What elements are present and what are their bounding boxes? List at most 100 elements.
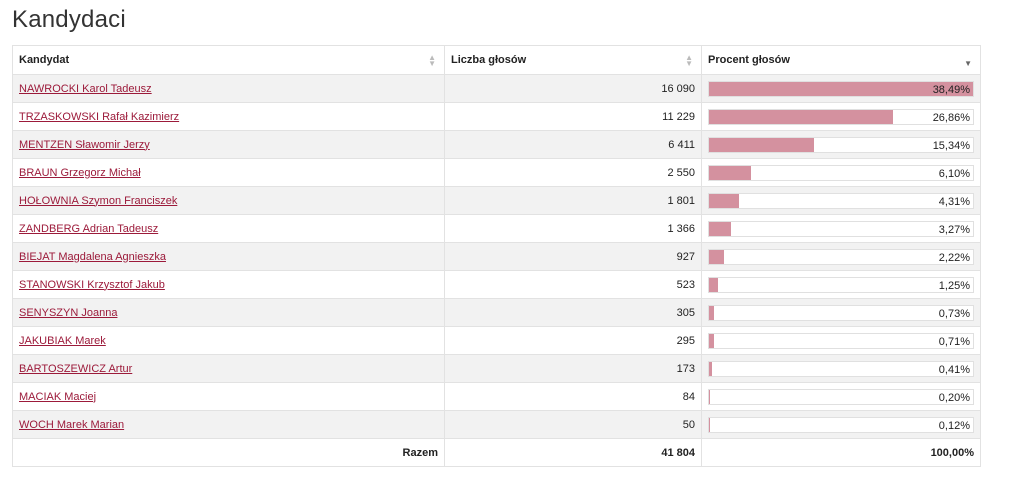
- percent-bar: 0,12%: [708, 416, 974, 433]
- column-header-votes[interactable]: Liczba głosów ▲ ▼: [444, 45, 702, 75]
- percent-bar-fill: [709, 109, 894, 124]
- table-row: BIEJAT Magdalena Agnieszka 927 2,22%: [12, 242, 981, 271]
- candidate-link[interactable]: TRZASKOWSKI Rafał Kazimierz: [19, 110, 180, 123]
- candidate-cell: STANOWSKI Krzysztof Jakub: [12, 270, 445, 299]
- table-row: BARTOSZEWICZ Artur 173 0,41%: [12, 354, 981, 383]
- percent-cell: 4,31%: [701, 186, 981, 215]
- total-votes: 41 804: [444, 438, 702, 467]
- percent-cell: 6,10%: [701, 158, 981, 187]
- percent-bar: 15,34%: [708, 136, 974, 153]
- sort-desc-icon: ▼: [964, 59, 972, 68]
- percent-bar-fill: [709, 137, 815, 152]
- percent-value: 6,10%: [938, 167, 970, 180]
- percent-bar-fill: [709, 221, 732, 236]
- percent-value: 0,71%: [938, 335, 970, 348]
- table-row: STANOWSKI Krzysztof Jakub 523 1,25%: [12, 270, 981, 299]
- votes-cell: 1 801: [444, 186, 702, 215]
- column-header-label: Liczba głosów: [451, 54, 527, 66]
- percent-bar: 4,31%: [708, 192, 974, 209]
- table-row: ZANDBERG Adrian Tadeusz 1 366 3,27%: [12, 214, 981, 243]
- candidate-link[interactable]: MACIAK Maciej: [19, 390, 97, 403]
- candidate-link[interactable]: ZANDBERG Adrian Tadeusz: [19, 222, 159, 235]
- votes-cell: 16 090: [444, 74, 702, 103]
- percent-value: 0,41%: [938, 363, 970, 376]
- percent-value: 2,22%: [938, 251, 970, 264]
- percent-value: 0,20%: [938, 391, 970, 404]
- candidate-cell: HOŁOWNIA Szymon Franciszek: [12, 186, 445, 215]
- percent-bar-fill: [709, 193, 739, 208]
- percent-bar-fill: [709, 165, 751, 180]
- table-footer-row: Razem 41 804 100,00%: [12, 438, 981, 467]
- votes-cell: 1 366: [444, 214, 702, 243]
- table-row: WOCH Marek Marian 50 0,12%: [12, 410, 981, 439]
- sort-arrows-icon: ▲ ▼: [428, 53, 436, 68]
- total-label: Razem: [12, 438, 445, 467]
- votes-cell: 295: [444, 326, 702, 355]
- percent-cell: 3,27%: [701, 214, 981, 243]
- sort-arrows-icon: ▲ ▼: [685, 53, 693, 68]
- percent-value: 0,12%: [938, 419, 970, 432]
- percent-bar-fill: [709, 305, 714, 320]
- percent-cell: 2,22%: [701, 242, 981, 271]
- candidate-link[interactable]: WOCH Marek Marian: [19, 418, 125, 431]
- candidate-link[interactable]: JAKUBIAK Marek: [19, 334, 106, 347]
- table-row: NAWROCKI Karol Tadeusz 16 090 38,49%: [12, 74, 981, 103]
- table-row: JAKUBIAK Marek 295 0,71%: [12, 326, 981, 355]
- candidate-link[interactable]: SENYSZYN Joanna: [19, 306, 118, 319]
- percent-bar: 0,73%: [708, 304, 974, 321]
- total-percent: 100,00%: [701, 438, 981, 467]
- votes-cell: 173: [444, 354, 702, 383]
- votes-cell: 523: [444, 270, 702, 299]
- percent-bar: 0,20%: [708, 388, 974, 405]
- table-row: TRZASKOWSKI Rafał Kazimierz 11 229 26,86%: [12, 102, 981, 131]
- percent-bar-fill: [709, 333, 714, 348]
- percent-bar: 26,86%: [708, 108, 974, 125]
- column-header-percent[interactable]: Procent głosów ▼: [701, 45, 981, 75]
- percent-bar: 2,22%: [708, 248, 974, 265]
- votes-cell: 305: [444, 298, 702, 327]
- column-header-label: Kandydat: [19, 54, 70, 66]
- candidate-link[interactable]: MENTZEN Sławomir Jerzy: [19, 138, 150, 151]
- percent-bar-fill: [709, 361, 712, 376]
- percent-cell: 1,25%: [701, 270, 981, 299]
- candidate-cell: MENTZEN Sławomir Jerzy: [12, 130, 445, 159]
- percent-cell: 0,73%: [701, 298, 981, 327]
- percent-value: 26,86%: [932, 111, 970, 124]
- percent-value: 4,31%: [938, 195, 970, 208]
- percent-value: 1,25%: [938, 279, 970, 292]
- candidate-link[interactable]: NAWROCKI Karol Tadeusz: [19, 82, 152, 95]
- candidate-link[interactable]: HOŁOWNIA Szymon Franciszek: [19, 194, 178, 207]
- column-header-candidate[interactable]: Kandydat ▲ ▼: [12, 45, 445, 75]
- percent-cell: 0,71%: [701, 326, 981, 355]
- candidate-cell: NAWROCKI Karol Tadeusz: [12, 74, 445, 103]
- percent-bar-fill: [709, 389, 711, 404]
- percent-bar-fill: [709, 81, 973, 96]
- page-title: Kandydaci: [12, 6, 126, 33]
- candidate-cell: WOCH Marek Marian: [12, 410, 445, 439]
- percent-value: 15,34%: [932, 139, 970, 152]
- table-row: MACIAK Maciej 84 0,20%: [12, 382, 981, 411]
- percent-cell: 0,20%: [701, 382, 981, 411]
- percent-cell: 0,12%: [701, 410, 981, 439]
- table-row: HOŁOWNIA Szymon Franciszek 1 801 4,31%: [12, 186, 981, 215]
- table-row: MENTZEN Sławomir Jerzy 6 411 15,34%: [12, 130, 981, 159]
- candidate-cell: JAKUBIAK Marek: [12, 326, 445, 355]
- candidate-link[interactable]: BRAUN Grzegorz Michał: [19, 166, 141, 179]
- percent-cell: 26,86%: [701, 102, 981, 131]
- percent-bar: 3,27%: [708, 220, 974, 237]
- percent-value: 0,73%: [938, 307, 970, 320]
- candidate-cell: BRAUN Grzegorz Michał: [12, 158, 445, 187]
- percent-value: 38,49%: [932, 83, 970, 96]
- votes-cell: 6 411: [444, 130, 702, 159]
- table-header-row: Kandydat ▲ ▼ Liczba głosów ▲ ▼ Procent gło…: [12, 45, 981, 75]
- percent-bar-fill: [709, 417, 710, 432]
- candidate-cell: MACIAK Maciej: [12, 382, 445, 411]
- percent-bar: 6,10%: [708, 164, 974, 181]
- candidate-link[interactable]: STANOWSKI Krzysztof Jakub: [19, 278, 165, 291]
- table-row: BRAUN Grzegorz Michał 2 550 6,10%: [12, 158, 981, 187]
- percent-value: 3,27%: [938, 223, 970, 236]
- votes-cell: 2 550: [444, 158, 702, 187]
- candidate-link[interactable]: BARTOSZEWICZ Artur: [19, 362, 133, 375]
- candidate-link[interactable]: BIEJAT Magdalena Agnieszka: [19, 250, 166, 263]
- percent-bar: 1,25%: [708, 276, 974, 293]
